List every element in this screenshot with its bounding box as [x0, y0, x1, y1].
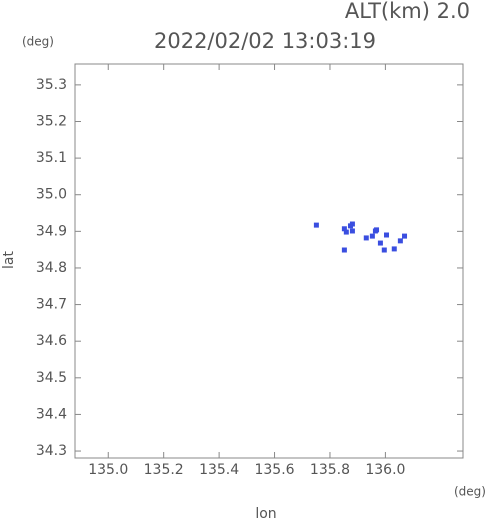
chart-title: 2022/02/02 13:03:19: [154, 29, 376, 53]
point: [313, 222, 319, 228]
y-tick-label: 34.5: [36, 370, 67, 386]
point: [349, 221, 355, 227]
point: [369, 233, 375, 239]
y-tick-label: 34.3: [36, 443, 67, 459]
x-tick-label: 136.0: [365, 462, 405, 478]
point: [381, 247, 387, 253]
y-tick-label: 34.7: [36, 297, 67, 313]
x-unit: (deg): [454, 485, 486, 499]
y-tick-label: 35.3: [36, 77, 67, 93]
point: [349, 228, 355, 234]
point: [363, 235, 369, 241]
point: [341, 247, 347, 253]
point: [343, 229, 349, 235]
point: [384, 232, 390, 238]
altitude-label: ALT(km) 2.0: [345, 0, 470, 23]
y-tick-label: 35.0: [36, 187, 67, 203]
point: [341, 226, 347, 232]
plot-frame: [74, 63, 464, 459]
y-axis-label: lat: [1, 251, 17, 269]
y-tick-label: 34.8: [36, 260, 67, 276]
x-tick-label: 135.8: [310, 462, 350, 478]
point: [372, 228, 378, 234]
point: [397, 238, 403, 244]
y-tick-label: 34.6: [36, 333, 67, 349]
y-tick-label: 34.4: [36, 406, 67, 422]
y-unit: (deg): [22, 35, 54, 49]
point: [402, 233, 408, 239]
y-tick-label: 35.1: [36, 150, 67, 166]
point: [377, 240, 383, 246]
x-tick-label: 135.2: [144, 462, 184, 478]
y-tick-label: 35.2: [36, 113, 67, 129]
y-tick-label: 34.9: [36, 223, 67, 239]
point: [391, 246, 397, 252]
x-tick-label: 135.0: [88, 462, 128, 478]
x-tick-label: 135.6: [254, 462, 294, 478]
x-tick-label: 135.4: [199, 462, 239, 478]
x-axis-label: lon: [255, 506, 276, 521]
